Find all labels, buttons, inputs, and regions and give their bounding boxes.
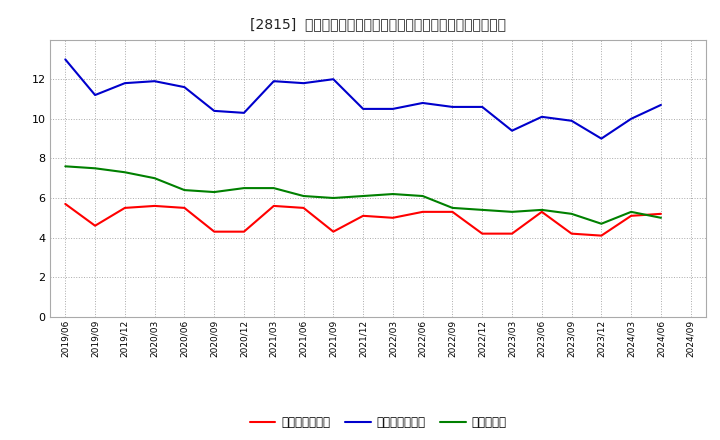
買入債務回転率	[269, 78, 278, 84]
在庫回転率	[120, 169, 129, 175]
党上債権回転率	[508, 231, 516, 236]
買入債務回転率	[478, 104, 487, 110]
党上債権回転率	[478, 231, 487, 236]
党上債権回転率	[627, 213, 636, 219]
在庫回転率	[627, 209, 636, 214]
買入債務回転率	[567, 118, 576, 123]
党上債権回転率	[329, 229, 338, 234]
買入債務回転率	[180, 84, 189, 90]
在庫回転率	[448, 205, 456, 210]
在庫回転率	[389, 191, 397, 197]
党上債権回転率	[300, 205, 308, 210]
買入債務回転率	[210, 108, 219, 114]
党上債権回転率	[567, 231, 576, 236]
党上債権回転率	[448, 209, 456, 214]
党上債権回転率	[538, 209, 546, 214]
在庫回転率	[240, 186, 248, 191]
党上債権回転率	[150, 203, 159, 209]
Line: 党上債権回転率: 党上債権回転率	[66, 204, 661, 236]
買入債務回転率	[120, 81, 129, 86]
在庫回転率	[91, 165, 99, 171]
Line: 在庫回転率: 在庫回転率	[66, 166, 661, 224]
党上債権回転率	[210, 229, 219, 234]
在庫回転率	[418, 194, 427, 199]
在庫回転率	[61, 164, 70, 169]
在庫回転率	[300, 194, 308, 199]
Legend: 党上債権回転率, 買入債務回転率, 在庫回転率: 党上債権回転率, 買入債務回転率, 在庫回転率	[245, 411, 511, 434]
在庫回転率	[508, 209, 516, 214]
在庫回転率	[150, 176, 159, 181]
在庫回転率	[657, 215, 665, 220]
在庫回転率	[210, 189, 219, 194]
在庫回転率	[567, 211, 576, 216]
買入債務回転率	[91, 92, 99, 98]
党上債権回転率	[359, 213, 367, 219]
党上債権回転率	[597, 233, 606, 238]
買入債務回転率	[597, 136, 606, 141]
買入債務回転率	[240, 110, 248, 115]
党上債権回転率	[61, 201, 70, 206]
在庫回転率	[359, 194, 367, 199]
買入債務回転率	[389, 106, 397, 111]
在庫回転率	[538, 207, 546, 213]
在庫回転率	[180, 187, 189, 193]
買入債務回転率	[418, 100, 427, 106]
買入債務回転率	[359, 106, 367, 111]
買入債務回転率	[627, 116, 636, 121]
Line: 買入債務回転率: 買入債務回転率	[66, 59, 661, 139]
党上債権回転率	[180, 205, 189, 210]
党上債権回転率	[418, 209, 427, 214]
在庫回転率	[478, 207, 487, 213]
在庫回転率	[329, 195, 338, 201]
買入債務回転率	[657, 103, 665, 108]
在庫回転率	[597, 221, 606, 226]
買入債務回転率	[538, 114, 546, 120]
買入債務回転率	[300, 81, 308, 86]
党上債権回転率	[389, 215, 397, 220]
買入債務回転率	[448, 104, 456, 110]
買入債務回転率	[329, 77, 338, 82]
党上債権回転率	[120, 205, 129, 210]
党上債権回転率	[91, 223, 99, 228]
党上債権回転率	[657, 211, 665, 216]
党上債権回転率	[240, 229, 248, 234]
買入債務回転率	[61, 57, 70, 62]
在庫回転率	[269, 186, 278, 191]
買入債務回転率	[508, 128, 516, 133]
買入債務回転率	[150, 78, 159, 84]
党上債権回転率	[269, 203, 278, 209]
Title: [2815]  党上債権回転率、買入債務回転率、在庫回転率の推移: [2815] 党上債権回転率、買入債務回転率、在庫回転率の推移	[250, 18, 506, 32]
